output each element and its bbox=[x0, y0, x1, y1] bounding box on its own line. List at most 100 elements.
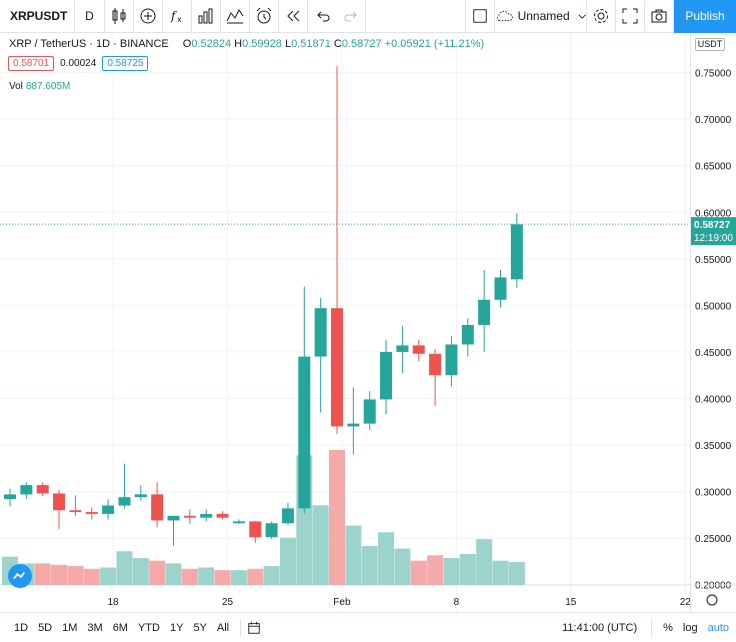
range-button-5d[interactable]: 5D bbox=[38, 621, 53, 634]
volume-bar bbox=[508, 562, 525, 585]
open-label: O bbox=[182, 38, 192, 50]
interval-button[interactable]: D bbox=[75, 0, 105, 33]
time-tick-label: Feb bbox=[333, 597, 351, 608]
price-tick-label: 0.40000 bbox=[695, 394, 732, 405]
volume-value: 887.605M bbox=[25, 81, 71, 92]
settings-button[interactable] bbox=[587, 0, 616, 33]
layout-name-button[interactable]: Unnamed bbox=[495, 0, 587, 33]
candle-body bbox=[232, 521, 245, 524]
volume-bar bbox=[83, 568, 100, 585]
time-tick-label: 18 bbox=[107, 597, 119, 608]
range-button-5y[interactable]: 5Y bbox=[193, 621, 207, 634]
volume-bar bbox=[427, 555, 444, 585]
publish-button[interactable]: Publish bbox=[674, 0, 736, 33]
range-button-ytd[interactable]: YTD bbox=[137, 621, 160, 634]
log-toggle[interactable]: log bbox=[682, 621, 698, 634]
candle-body bbox=[363, 399, 376, 424]
range-button-all[interactable]: All bbox=[216, 621, 230, 634]
price-tick-label: 0.75000 bbox=[695, 69, 732, 80]
countdown-label: 12:19:00 bbox=[694, 233, 733, 244]
price-tick-label: 0.20000 bbox=[695, 581, 732, 592]
redo-button[interactable] bbox=[337, 0, 366, 33]
range-button-1m[interactable]: 1M bbox=[62, 621, 78, 634]
fullscreen-button[interactable] bbox=[616, 0, 645, 33]
candle-body bbox=[183, 515, 196, 518]
settings-icon bbox=[594, 9, 608, 23]
candle-body bbox=[347, 423, 360, 427]
buy-price-button[interactable]: 0.58725 bbox=[102, 56, 149, 71]
candle-body bbox=[298, 356, 311, 509]
volume-bar bbox=[230, 570, 247, 585]
candle-body bbox=[249, 521, 262, 538]
price-axis[interactable]: 0.75000 0.70000 0.65000 0.60000 0.55000 0.500… bbox=[690, 34, 736, 612]
timezone-clock[interactable]: 11:41:00 (UTC) bbox=[562, 621, 638, 634]
price-tick-label: 0.45000 bbox=[695, 348, 732, 359]
range-button-1y[interactable]: 1Y bbox=[169, 621, 184, 634]
range-button-1d[interactable]: 1D bbox=[14, 621, 29, 634]
layout-icon bbox=[473, 9, 487, 23]
volume-bar bbox=[198, 567, 215, 585]
camera-icon bbox=[651, 9, 667, 23]
compare-button[interactable] bbox=[192, 0, 221, 33]
cloud-icon bbox=[497, 10, 513, 21]
volume-bar bbox=[132, 558, 149, 585]
volume-bar bbox=[51, 564, 68, 585]
price-chart[interactable]: 18 25 Feb 8 15 22 bbox=[0, 34, 690, 612]
add-indicator-icon bbox=[140, 8, 156, 24]
snapshot-button[interactable] bbox=[645, 0, 674, 33]
currency-badge[interactable]: USDT bbox=[695, 38, 725, 51]
tradingview-logo[interactable] bbox=[8, 564, 32, 588]
high-label: H bbox=[234, 38, 243, 50]
axis-settings-icon[interactable] bbox=[706, 594, 718, 606]
replay-button[interactable] bbox=[279, 0, 308, 33]
volume-bar bbox=[361, 545, 378, 585]
price-tick-label: 0.30000 bbox=[695, 488, 732, 499]
chart-type-button[interactable] bbox=[105, 0, 134, 33]
candle-body bbox=[85, 512, 98, 514]
candle-body bbox=[69, 510, 82, 513]
candle-body bbox=[461, 324, 474, 345]
candle-body bbox=[53, 493, 66, 511]
candle-body bbox=[445, 344, 458, 376]
layout-button[interactable] bbox=[465, 0, 495, 33]
go-to-date-icon[interactable] bbox=[247, 621, 261, 635]
candle-body bbox=[200, 513, 213, 518]
range-button-3m[interactable]: 3M bbox=[87, 621, 103, 634]
templates-button[interactable] bbox=[221, 0, 250, 33]
range-button-6m[interactable]: 6M bbox=[112, 621, 128, 634]
candle-body bbox=[429, 353, 442, 376]
volume-legend: Vol 887.605M bbox=[9, 81, 70, 92]
chart-legend: XRP / TetherUS · 1D · BINANCE O0.52824 H… bbox=[9, 38, 484, 50]
sell-price-button[interactable]: 0.58701 bbox=[8, 56, 55, 71]
candle-body bbox=[167, 515, 180, 521]
volume-bar bbox=[165, 563, 182, 585]
candle-body bbox=[494, 277, 507, 300]
undo-button[interactable] bbox=[308, 0, 337, 33]
auto-toggle[interactable]: auto bbox=[707, 621, 729, 634]
chevron-down-icon bbox=[578, 14, 586, 19]
volume-bar bbox=[34, 563, 51, 585]
price-axis-labels: 0.75000 0.70000 0.65000 0.60000 0.55000 0.500… bbox=[691, 69, 736, 606]
logo-icon bbox=[13, 571, 26, 580]
candle-body bbox=[134, 494, 147, 498]
last-price-tag bbox=[691, 217, 736, 246]
volume-bar bbox=[116, 551, 133, 585]
candle-body bbox=[20, 485, 33, 495]
alert-icon bbox=[256, 7, 272, 24]
separator bbox=[240, 618, 242, 637]
date-range-group: 1D 5D 1M 3M 6M YTD 1Y 5Y All bbox=[0, 622, 234, 634]
add-indicator-button[interactable] bbox=[134, 0, 163, 33]
volume-bar bbox=[443, 558, 460, 585]
price-tick-label: 0.70000 bbox=[695, 115, 732, 126]
volume-bar bbox=[378, 532, 395, 585]
volume-bar bbox=[476, 539, 493, 585]
alert-button[interactable] bbox=[250, 0, 279, 33]
symbol-search-button[interactable]: XRPUSDT bbox=[0, 0, 75, 33]
percent-toggle[interactable]: % bbox=[663, 621, 673, 634]
separator bbox=[651, 618, 653, 637]
volume-bar bbox=[345, 525, 362, 585]
candle-body bbox=[396, 345, 409, 352]
redo-icon bbox=[344, 11, 357, 22]
undo-icon bbox=[316, 11, 329, 22]
